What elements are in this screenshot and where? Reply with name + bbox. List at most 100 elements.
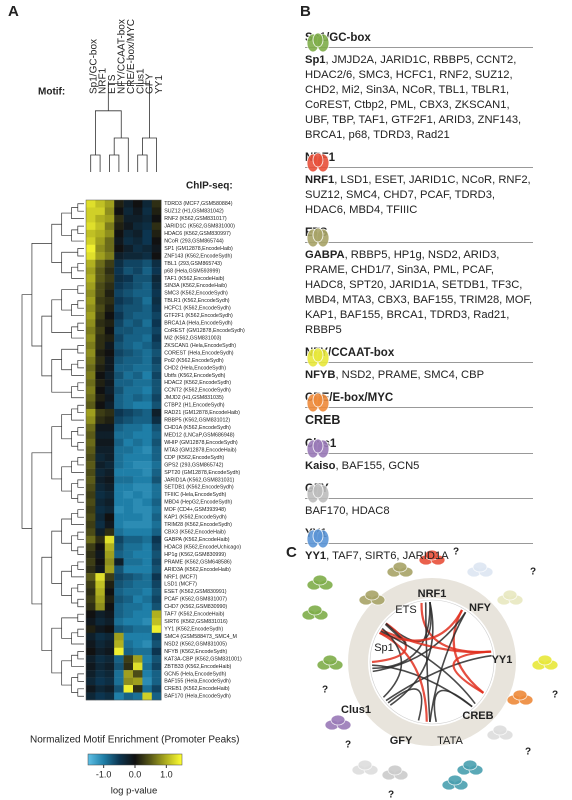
question-mark: ? xyxy=(453,547,459,558)
heatmap-cell xyxy=(151,423,162,432)
row-label: CHD1A (K562,EncodeSydh) xyxy=(164,425,231,431)
heatmap-cell xyxy=(114,513,124,522)
heatmap-cell xyxy=(142,610,152,619)
heatmap-cell xyxy=(123,289,134,298)
heatmap-cell xyxy=(123,565,134,574)
heatmap-cell xyxy=(133,214,143,223)
question-mark: ? xyxy=(552,690,558,701)
heatmap-cell xyxy=(104,229,115,238)
heatmap-cell xyxy=(123,334,134,342)
chip-axis-label: ChIP-seq: xyxy=(186,181,233,192)
heatmap-cell xyxy=(142,349,152,357)
heatmap-cell xyxy=(86,617,96,626)
row-label: CCNT2 (K562,EncodeSydh) xyxy=(164,388,231,394)
heatmap-cell xyxy=(114,453,124,462)
heatmap-cell xyxy=(133,528,143,537)
heatmap-cell xyxy=(114,655,124,663)
dendrogram-branch xyxy=(71,677,78,693)
heatmap-cell xyxy=(86,662,96,671)
column-dendrogram xyxy=(90,83,157,172)
heatmap-cell xyxy=(86,655,96,663)
heatmap-cell xyxy=(142,431,152,440)
dendrogram-branch xyxy=(77,509,84,518)
heatmap-cell xyxy=(151,580,162,589)
dendrogram-branch xyxy=(61,212,72,236)
heatmap-cell xyxy=(151,341,162,350)
motif-name: NFY/CCAAT-box xyxy=(305,347,533,363)
heatmap-cell xyxy=(142,573,152,581)
factor-blob xyxy=(424,549,440,561)
other-factors: BAF170, HDAC8 xyxy=(305,505,390,517)
heatmap-cell xyxy=(86,386,96,395)
heatmap-cell xyxy=(133,625,143,634)
row-label: LSD1 (MCF7) xyxy=(164,582,197,588)
motif-name: Clus1 xyxy=(305,438,533,454)
row-label: MTA3 (GM12878,EncodeHaib) xyxy=(164,447,237,453)
heatmap-cell xyxy=(86,356,96,365)
heatmap-cell xyxy=(151,632,162,641)
heatmap-cell xyxy=(123,297,134,305)
row-label: NCoR (293,GSM865744) xyxy=(164,238,224,244)
heatmap-cell xyxy=(123,483,134,492)
row-label: NSD2 (K562,GSM831005) xyxy=(164,641,227,647)
heatmap-cell xyxy=(151,401,162,410)
heatmap-cell xyxy=(95,453,105,462)
factor-blob xyxy=(512,689,528,701)
motif-block: ETS GABPA, RBBP5, HP1g, NSD2, ARID3, PRAM… xyxy=(305,227,567,338)
heatmap-cell xyxy=(114,595,124,604)
heatmap-cell xyxy=(104,617,115,626)
heatmap-cell xyxy=(95,416,105,425)
other-factors: , TAF7, SIRT6, JARID1A xyxy=(326,550,449,562)
heatmap-cell xyxy=(104,267,115,275)
heatmap-cell xyxy=(151,244,162,253)
heatmap-cell xyxy=(123,692,134,701)
lead-factor: NFYB xyxy=(305,369,336,381)
heatmap-cell xyxy=(95,662,105,671)
heatmap-cell xyxy=(104,289,115,298)
heatmap-cell xyxy=(86,252,96,260)
row-label: SUZ12 (H1,GSM831042) xyxy=(164,209,224,215)
heatmap-cell xyxy=(151,311,162,320)
heatmap-cell xyxy=(123,513,134,522)
column-label: NRF1 xyxy=(98,67,109,94)
heatmap-cell xyxy=(133,408,143,417)
factor-list: NRF1, LSD1, ESET, JARID1C, NCoR, RNF2, S… xyxy=(305,173,533,218)
heatmap-cell xyxy=(114,588,124,596)
motif-network xyxy=(301,549,559,791)
heatmap-cell xyxy=(104,371,115,380)
heatmap-cell xyxy=(95,229,105,238)
row-label: MBD4 (HepG2,EncodeSydh) xyxy=(164,500,232,506)
heatmap-cell xyxy=(142,408,152,417)
heatmap-cell xyxy=(104,207,115,216)
heatmap-cell xyxy=(104,662,115,671)
heatmap-cell xyxy=(142,297,152,305)
colorbar-title: Normalized Motif Enrichment (Promoter Pe… xyxy=(30,735,240,746)
dendrogram-branch xyxy=(51,223,62,263)
dendrogram-branch xyxy=(41,315,52,377)
heatmap-cell xyxy=(151,602,162,611)
heatmap-cell xyxy=(133,386,143,395)
heatmap-cell xyxy=(151,334,162,342)
heatmap-cell xyxy=(151,431,162,440)
motif-node-label: GFY xyxy=(390,735,413,747)
heatmap-cell xyxy=(86,595,96,604)
factor-blob xyxy=(537,654,553,666)
heatmap-cell xyxy=(86,468,96,477)
icon-part xyxy=(312,32,324,48)
motif-name: GFY xyxy=(305,483,533,499)
heatmap-cell xyxy=(151,222,162,231)
heatmap-cell xyxy=(123,244,134,253)
dendrogram-branch xyxy=(51,426,62,480)
interaction-link xyxy=(452,609,485,694)
heatmap-cell xyxy=(86,394,96,402)
heatmap-cell xyxy=(114,670,124,678)
heatmap-cell xyxy=(123,520,134,529)
heatmap-cell xyxy=(114,520,124,529)
icon-part xyxy=(312,528,324,544)
heatmap-cell xyxy=(86,379,96,387)
heatmap-cell xyxy=(114,677,124,686)
heatmap-cell xyxy=(123,550,134,559)
dendrogram-branch xyxy=(109,154,120,172)
interaction-link xyxy=(372,611,467,673)
factor-blob xyxy=(447,774,463,786)
